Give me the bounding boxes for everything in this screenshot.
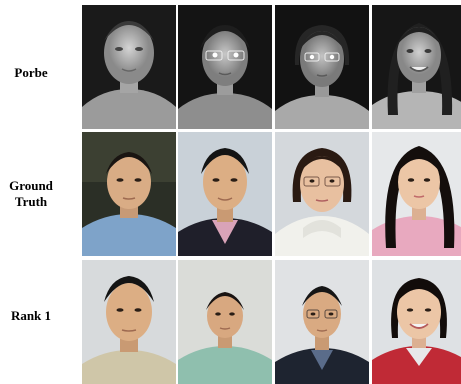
rank1-image-4 xyxy=(372,260,461,384)
ground-truth-image-4 xyxy=(372,132,461,256)
rank1-image-3 xyxy=(275,260,369,384)
probe-image-4 xyxy=(372,5,461,129)
row-label-probe: Porbe xyxy=(14,65,48,80)
row-label-rank1: Rank 1 xyxy=(10,308,52,323)
probe-image-1 xyxy=(82,5,176,129)
row-label-ground-truth-line1: Ground xyxy=(9,178,53,193)
row-label-ground-truth: Ground Truth xyxy=(0,178,62,210)
ground-truth-image-3 xyxy=(275,132,369,256)
ground-truth-image-2 xyxy=(178,132,272,256)
probe-image-3 xyxy=(275,5,369,129)
rank1-image-1 xyxy=(82,260,176,384)
probe-image-2 xyxy=(178,5,272,129)
rank1-image-2 xyxy=(178,260,272,384)
ground-truth-image-1 xyxy=(82,132,176,256)
row-label-ground-truth-line2: Truth xyxy=(14,194,48,209)
